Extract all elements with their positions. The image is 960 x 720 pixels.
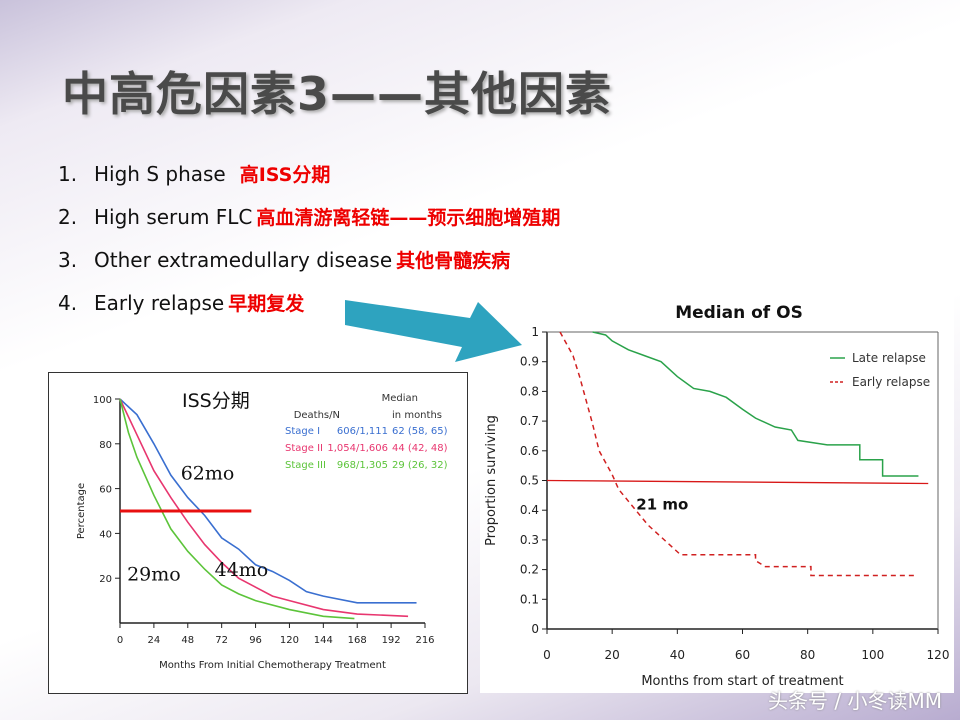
y-tick-label: 0.7: [520, 414, 539, 428]
arrow-icon: [345, 300, 522, 362]
watermark: 头条号 / 小冬读MM: [768, 689, 942, 713]
item-number: 4.: [58, 291, 78, 315]
y-tick-label: 0.1: [520, 592, 539, 606]
x-tick-label: 48: [181, 635, 194, 646]
y-tick-label: 40: [99, 529, 112, 540]
annotation: 29mo: [127, 563, 181, 585]
y-tick-label: 0.9: [520, 355, 539, 369]
legend-median: 62 (58, 65): [392, 426, 448, 437]
series-line-stage-ii: [119, 398, 409, 618]
x-tick-label: 96: [249, 635, 262, 646]
y-tick-label: 20: [99, 574, 112, 585]
x-axis-label: Months From Initial Chemotherapy Treatme…: [159, 660, 386, 671]
x-tick-label: 192: [382, 635, 401, 646]
list-item: 1. High S phase 高ISS分期: [58, 160, 560, 203]
legend-header-median: Median: [382, 393, 418, 404]
annotation: 21 mo: [636, 495, 688, 513]
annotation: 44mo: [215, 559, 269, 581]
legend-stage: Stage II: [285, 443, 323, 454]
x-tick-label: 40: [670, 648, 685, 662]
chart-title: Median of OS: [675, 303, 803, 323]
item-text: Other extramedullary disease: [94, 248, 393, 272]
y-tick-label: 60: [99, 485, 112, 496]
item-cn: 高ISS分期: [239, 164, 331, 186]
os-chart-panel: [480, 298, 954, 693]
x-tick-label: 168: [348, 635, 367, 646]
median-line: [546, 479, 929, 485]
x-tick-label: 72: [215, 635, 228, 646]
chart-title: ISS分期: [182, 390, 250, 412]
list-item: 2. High serum FLC 高血清游离轻链——预示细胞增殖期: [58, 203, 560, 246]
x-tick-label: 0: [543, 648, 551, 662]
legend-stage: Stage I: [285, 426, 320, 437]
y-tick-label: 0.5: [520, 474, 539, 488]
y-axis-label: Proportion surviving: [484, 415, 499, 546]
legend-label: Early relapse: [852, 375, 930, 389]
y-tick-label: 1: [531, 325, 539, 339]
series-line-stage-iii: [119, 398, 355, 620]
annotation: 62mo: [181, 463, 235, 485]
list-item: 3. Other extramedullary disease 其他骨髓疾病: [58, 246, 560, 289]
y-tick-label: 0.6: [520, 444, 539, 458]
x-tick-label: 24: [148, 635, 161, 646]
y-tick-label: 0.4: [520, 503, 539, 517]
legend-median: 29 (26, 32): [392, 460, 448, 471]
x-tick-label: 20: [605, 648, 620, 662]
item-text: High serum FLC: [94, 205, 253, 229]
legend-deaths: 1,054/1,606: [327, 443, 388, 454]
risk-factor-list: 1. High S phase 高ISS分期 2. High serum FLC 高血清…: [58, 160, 560, 332]
y-tick-label: 100: [93, 395, 112, 406]
series-line-stage-i: [119, 398, 417, 604]
item-text: Early relapse: [94, 291, 225, 315]
legend-stage: Stage III: [285, 460, 326, 471]
x-tick-label: 216: [415, 635, 434, 646]
x-tick-label: 120: [280, 635, 299, 646]
x-tick-label: 0: [117, 635, 123, 646]
x-tick-label: 144: [314, 635, 333, 646]
item-text: High S phase: [94, 162, 226, 186]
list-item: 4. Early relapse 早期复发: [58, 289, 560, 332]
series-line-late-relapse: [592, 331, 919, 477]
slide-title: 中高危因素3——其他因素: [62, 67, 613, 121]
y-tick-label: 0.8: [520, 384, 539, 398]
series-line-early-relapse: [559, 331, 916, 577]
y-axis-label: Percentage: [76, 483, 87, 539]
legend-deaths: 968/1,305: [337, 460, 388, 471]
legend-header-median2: in months: [392, 410, 442, 421]
legend-median: 44 (42, 48): [392, 443, 448, 454]
item-number: 1.: [58, 162, 78, 186]
item-number: 3.: [58, 248, 78, 272]
item-number: 2.: [58, 205, 78, 229]
legend-label: Late relapse: [852, 351, 926, 365]
x-tick-label: 60: [735, 648, 750, 662]
y-tick-label: 80: [99, 440, 112, 451]
x-tick-label: 120: [927, 648, 950, 662]
x-axis-label: Months from start of treatment: [641, 674, 843, 689]
legend-deaths: 606/1,111: [337, 426, 388, 437]
item-cn: 早期复发: [228, 293, 305, 315]
y-tick-label: 0: [531, 622, 539, 636]
legend-header-deaths: Deaths/N: [294, 410, 340, 421]
x-tick-label: 80: [800, 648, 815, 662]
x-tick-label: 100: [861, 648, 884, 662]
item-cn: 高血清游离轻链——预示细胞增殖期: [256, 207, 561, 229]
y-tick-label: 0.2: [520, 563, 539, 577]
item-cn: 其他骨髓疾病: [396, 250, 511, 272]
y-tick-label: 0.3: [520, 533, 539, 547]
